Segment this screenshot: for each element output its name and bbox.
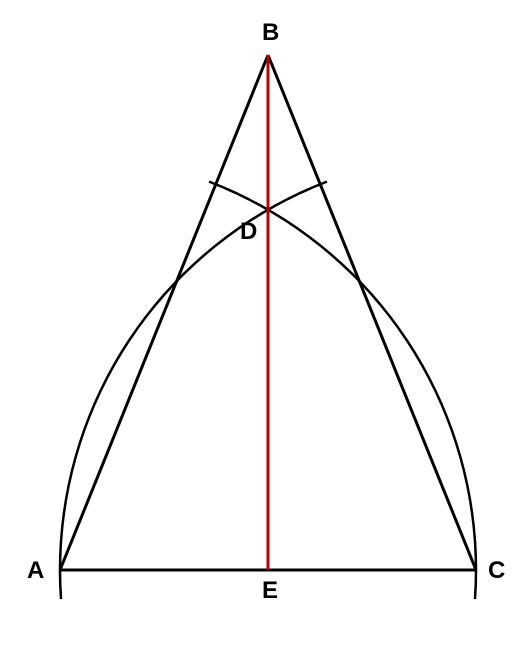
point-label-E: E (262, 577, 278, 604)
geometry-diagram: A B C D E (0, 0, 520, 652)
point-label-D: D (240, 218, 257, 245)
segment-AB (60, 55, 268, 570)
point-label-B: B (262, 19, 279, 46)
segment-CB (268, 55, 476, 570)
construction-arc-1 (60, 182, 327, 599)
point-label-C: C (488, 557, 505, 584)
point-label-A: A (27, 557, 44, 584)
